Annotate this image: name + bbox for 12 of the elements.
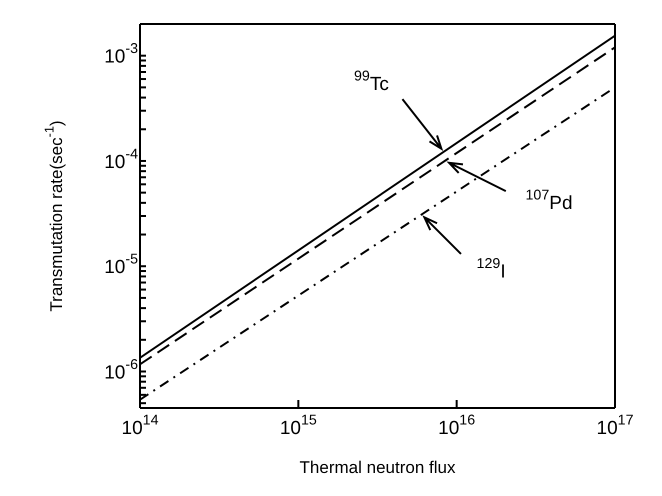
x-tick-label: 10$^{16}$ — [438, 412, 476, 439]
annotation: $^{129}$I — [476, 256, 506, 282]
annotation: $^{107}$Pd — [525, 187, 573, 214]
y-tick-label: 10$^{-6}$ — [104, 356, 138, 384]
x-tick-label: 10$^{15}$ — [280, 412, 317, 439]
y-tick-label: 10$^{-4}$ — [104, 146, 138, 173]
annotation: $^{99}$Tc — [354, 68, 389, 95]
y-tick-label: 10$^{-5}$ — [104, 252, 138, 278]
x-tick-label: 10$^{17}$ — [596, 412, 634, 439]
x-axis-title: Thermal neutron flux — [300, 458, 456, 477]
y-tick-label: 10$^{-3}$ — [104, 41, 138, 68]
x-tick-label: 10$^{14}$ — [122, 412, 159, 439]
